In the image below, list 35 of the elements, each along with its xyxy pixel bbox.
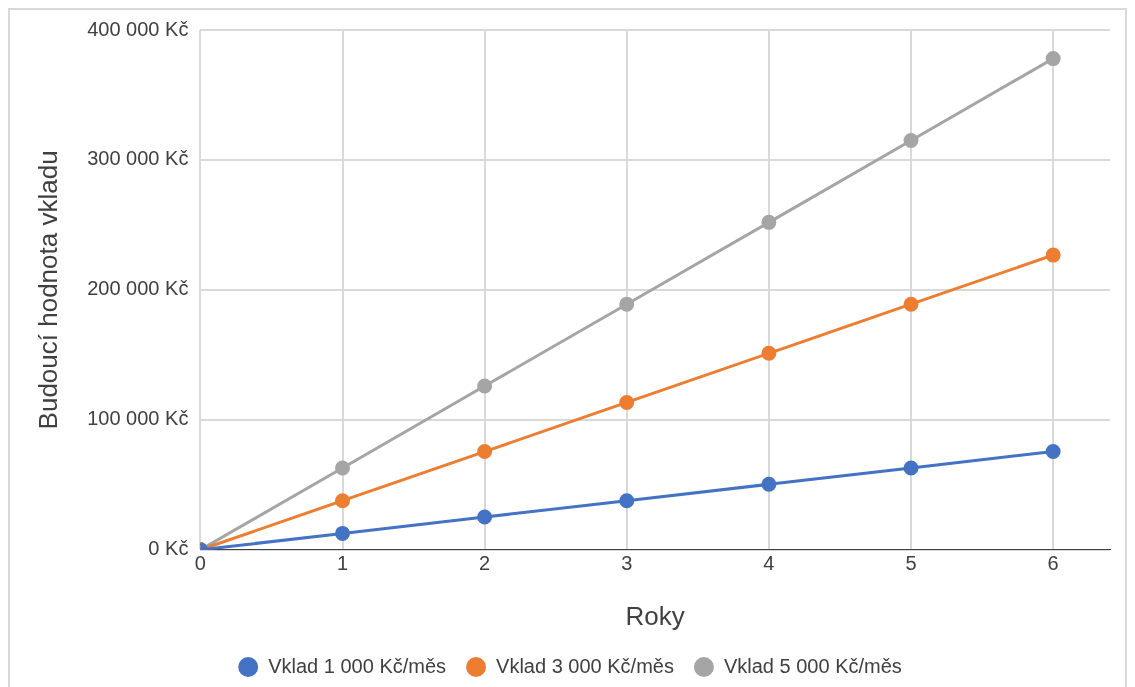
y-tick-label: 200 000 Kč (87, 277, 189, 300)
legend-label: Vklad 1 000 Kč/měs (268, 654, 447, 677)
point (619, 296, 635, 312)
y-tick-label: 100 000 Kč (87, 407, 189, 430)
point (335, 493, 351, 509)
x-axis-title: Roky (625, 600, 685, 631)
legend-label: Vklad 5 000 Kč/měs (723, 654, 902, 677)
point (477, 444, 493, 460)
x-tick-label: 0 (194, 552, 206, 575)
x-tick-label: 3 (621, 552, 633, 575)
point (1045, 51, 1061, 67)
point (903, 460, 919, 476)
point (335, 525, 351, 541)
y-tick-label: 0 Kč (148, 537, 189, 560)
point (761, 476, 777, 492)
x-tick-label: 5 (905, 552, 917, 575)
x-tick-label: 6 (1047, 552, 1059, 575)
point (1045, 247, 1061, 263)
point (335, 460, 351, 476)
point (619, 394, 635, 410)
legend-label: Vklad 3 000 Kč/měs (496, 654, 674, 677)
y-tick-label: 400 000 Kč (87, 17, 189, 40)
point (903, 132, 919, 148)
point (903, 296, 919, 312)
point (477, 509, 493, 525)
y-tick-label: 300 000 Kč (87, 147, 189, 170)
x-tick-label: 1 (336, 552, 349, 575)
point (761, 214, 777, 230)
y-axis-title: Budoucí hodnota vkladu (32, 150, 63, 430)
point (1045, 444, 1061, 460)
point (761, 345, 777, 361)
point (619, 493, 635, 509)
point (477, 378, 493, 394)
x-tick-label: 2 (479, 552, 491, 575)
x-tick-label: 4 (763, 552, 775, 575)
